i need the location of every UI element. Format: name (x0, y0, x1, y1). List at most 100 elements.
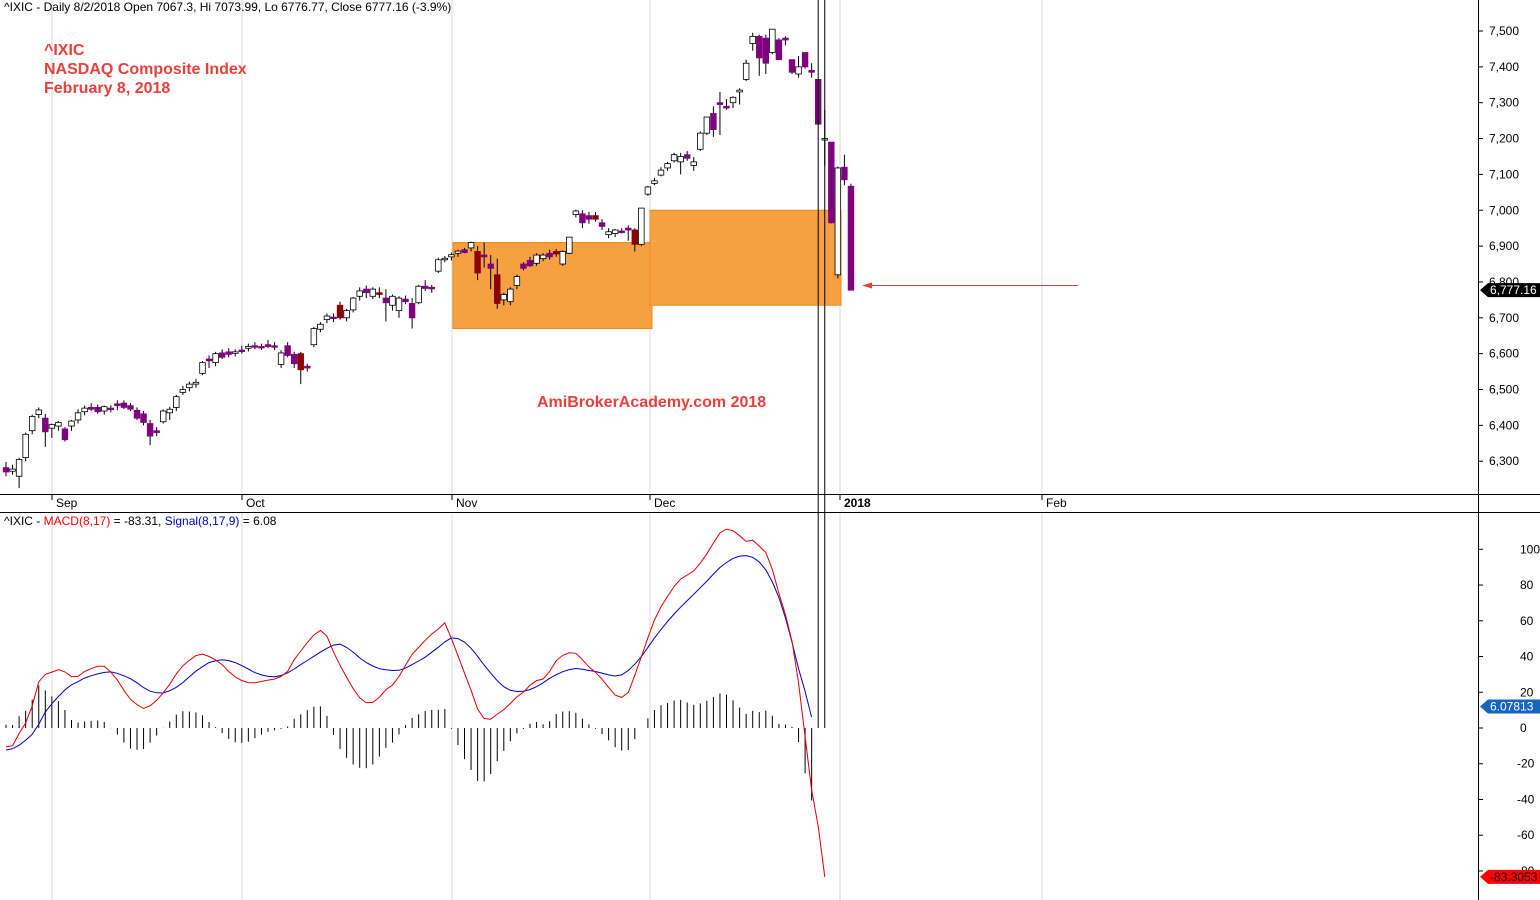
candle (232, 349, 239, 357)
candle (107, 405, 114, 413)
candle (35, 407, 42, 419)
signal-label: Signal(8,17,9) (164, 514, 240, 528)
candle-body (120, 402, 128, 408)
candle (474, 246, 481, 281)
candle-body (507, 288, 514, 303)
candle (42, 413, 49, 447)
candle-body (494, 274, 501, 304)
candle (742, 59, 750, 82)
candle (87, 403, 95, 412)
candle (454, 249, 462, 257)
candle (631, 228, 638, 252)
candle-body (133, 409, 141, 419)
candle-body (618, 230, 625, 233)
macd-badge: -83.3053 (1480, 869, 1540, 884)
candle (363, 285, 370, 299)
candle (258, 343, 265, 351)
candle-body (81, 407, 88, 413)
candle (81, 405, 88, 416)
candle-body (349, 297, 357, 311)
candle (356, 287, 363, 301)
candle-body (690, 161, 697, 166)
date-tick-label: Dec (654, 496, 675, 510)
candle-body (788, 59, 796, 73)
candle (762, 34, 769, 75)
candle-body (684, 154, 691, 159)
candle-body (264, 344, 272, 347)
candle (22, 432, 29, 462)
candle-body (834, 167, 842, 276)
price-tick-label: 7,500 (1489, 24, 1519, 38)
candle (651, 177, 658, 186)
candle-body (330, 316, 337, 319)
candle-body (625, 227, 632, 231)
candle (140, 411, 147, 426)
candle (579, 210, 586, 229)
candle-body (664, 163, 671, 169)
signal-value: = 6.08 (239, 514, 277, 528)
watermark: AmiBrokerAcademy.com 2018 (537, 394, 767, 411)
candle-body (192, 381, 200, 385)
candle (101, 405, 108, 415)
candle (684, 151, 691, 161)
candle-body (677, 156, 684, 163)
candle-body (651, 180, 658, 184)
candle (611, 228, 619, 238)
candle (94, 404, 101, 414)
candle-body (500, 294, 507, 301)
price-tick-label: 7,400 (1489, 60, 1519, 74)
candle (114, 400, 121, 411)
candle-body (585, 215, 593, 220)
price-tick-label: 6,900 (1489, 239, 1519, 253)
candle-body (22, 433, 29, 459)
candle-body (107, 407, 114, 411)
date-tick-label: Feb (1046, 496, 1067, 510)
candle-body (290, 353, 298, 365)
candle-body (55, 422, 62, 427)
candle-body (369, 288, 376, 297)
candle (120, 400, 128, 410)
candle-body (94, 407, 101, 413)
date-tick-label: 2018 (844, 496, 871, 510)
candle-body (218, 352, 226, 358)
macd-tick-label: 0 (1520, 721, 1527, 735)
candle (500, 292, 507, 306)
candle (723, 99, 730, 110)
candle (841, 154, 848, 186)
candle-body (159, 410, 167, 423)
price-tick-label: 6,300 (1489, 454, 1519, 468)
candle-body (428, 286, 435, 290)
candle (697, 131, 704, 152)
candle-body (297, 353, 304, 371)
candle-body (703, 116, 711, 134)
candle-body (808, 70, 815, 73)
candle (349, 297, 357, 313)
macd-histogram (5, 0, 826, 801)
candle (539, 253, 547, 262)
candle (775, 38, 783, 61)
candle (546, 249, 553, 260)
candle (15, 457, 23, 489)
candle-body (284, 345, 291, 356)
candle-body (356, 290, 363, 297)
candle (585, 212, 593, 224)
candle-body (513, 276, 521, 286)
candle-body (395, 297, 403, 312)
candle-body (382, 297, 390, 304)
candle (74, 409, 82, 424)
candle (304, 363, 311, 372)
annotation-date: February 8, 2018 (44, 80, 171, 97)
macd-badge-shape (1480, 869, 1540, 884)
price-axis: 6,3006,4006,5006,6006,7006,8006,9007,000… (1478, 24, 1519, 468)
candle-body (28, 415, 36, 432)
macd-tick-label: 20 (1520, 685, 1534, 699)
price-info-header: ^IXIC - Daily 8/2/2018 Open 7067.3, Hi 7… (4, 0, 452, 14)
candle-body (199, 362, 206, 374)
candle (828, 141, 835, 224)
price-tick-label: 7,300 (1489, 96, 1519, 110)
candle (369, 287, 376, 300)
grid-lines (51, 0, 1043, 900)
candle (146, 419, 154, 446)
